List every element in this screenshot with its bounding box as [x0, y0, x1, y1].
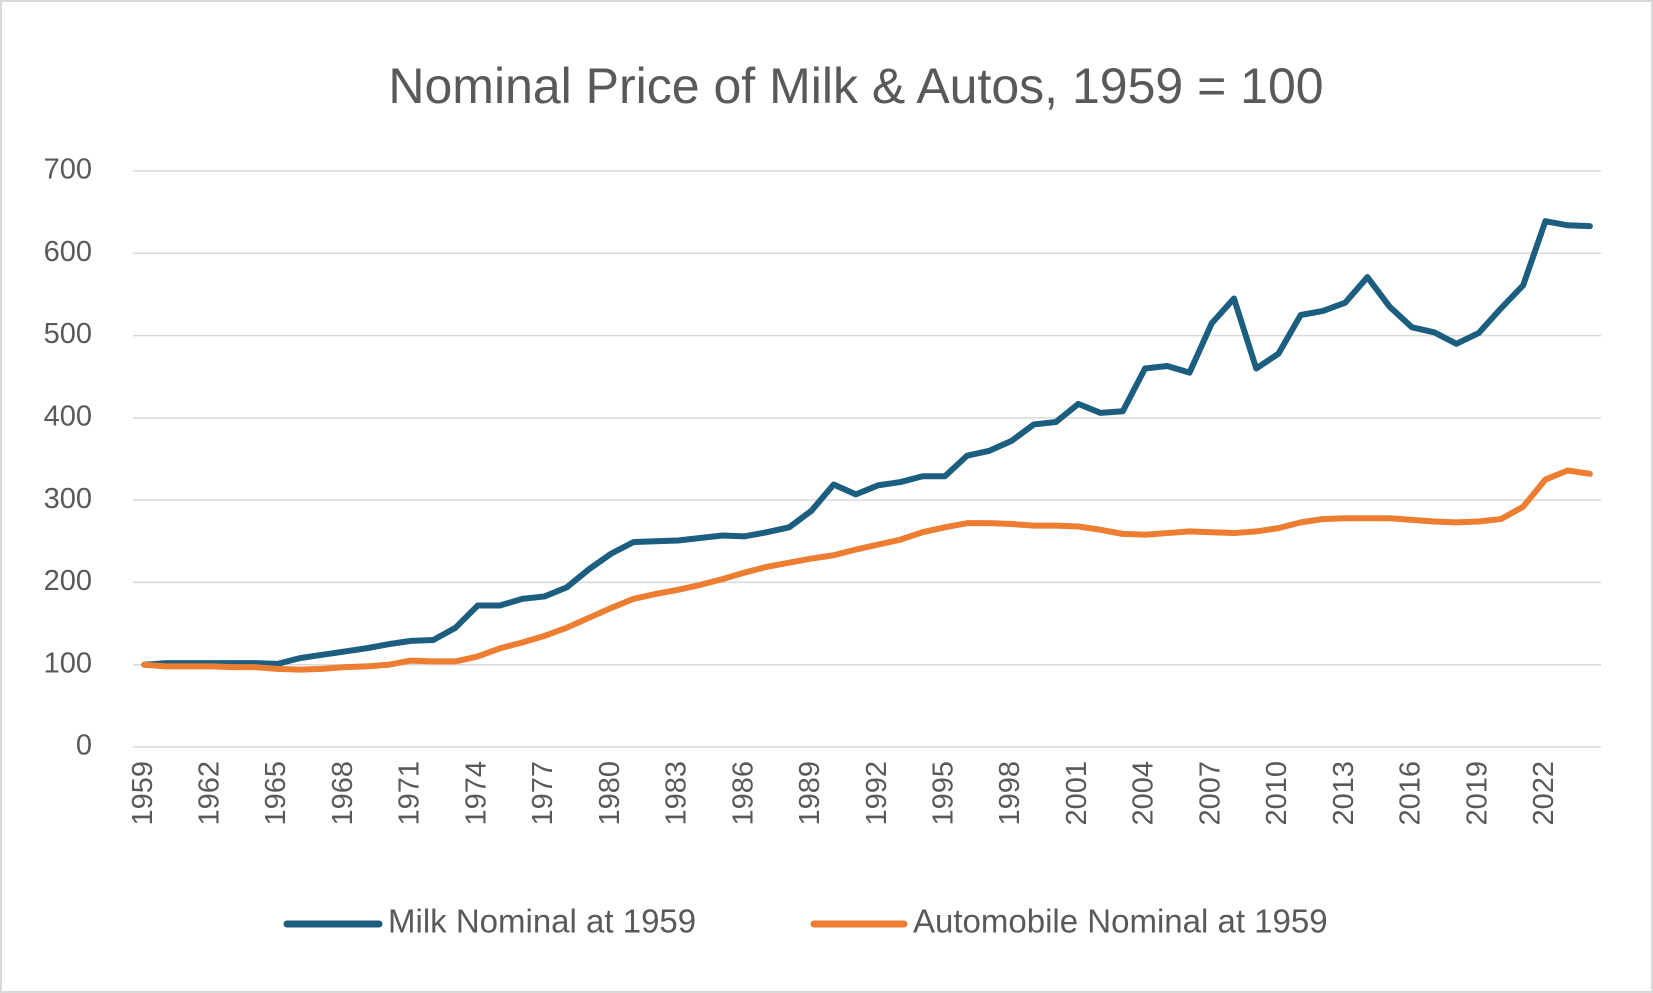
x-tick-label: 1974	[460, 761, 492, 826]
x-tick-label: 2007	[1194, 761, 1226, 826]
x-tick-label: 2022	[1528, 761, 1560, 826]
x-tick-label: 1971	[394, 761, 426, 826]
x-tick-label: 1962	[194, 761, 226, 826]
x-tick-label: 2010	[1261, 761, 1293, 826]
x-tick-label: 1998	[994, 761, 1026, 826]
x-tick-label: 1992	[861, 761, 893, 826]
y-tick-label: 0	[76, 730, 92, 762]
x-tick-label: 1959	[127, 761, 159, 826]
x-tick-label: 1977	[527, 761, 559, 826]
y-tick-label: 400	[44, 401, 92, 433]
x-tick-label: 1983	[661, 761, 693, 826]
y-tick-label: 300	[44, 483, 92, 515]
series-line	[141, 218, 1593, 668]
chart-title: Nominal Price of Milk & Autos, 1959 = 10…	[388, 58, 1323, 114]
y-tick-label: 100	[44, 647, 92, 679]
x-tick-label: 2019	[1461, 761, 1493, 826]
y-tick-label: 200	[44, 565, 92, 597]
x-tick-label: 2004	[1128, 761, 1160, 826]
y-tick-label: 600	[44, 236, 92, 268]
y-tick-label: 500	[44, 318, 92, 350]
series-line	[141, 467, 1593, 673]
x-tick-label: 2016	[1395, 761, 1427, 826]
x-tick-label: 2001	[1061, 761, 1093, 826]
x-tick-label: 1968	[327, 761, 359, 826]
legend-label: Automobile Nominal at 1959	[913, 903, 1328, 940]
legend-label: Milk Nominal at 1959	[388, 903, 696, 940]
x-tick-label: 1989	[794, 761, 826, 826]
y-tick-label: 700	[44, 154, 92, 186]
x-tick-label: 2013	[1328, 761, 1360, 826]
x-tick-label: 1980	[594, 761, 626, 826]
x-tick-label: 1965	[260, 761, 292, 826]
x-tick-label: 1995	[928, 761, 960, 826]
x-tick-label: 1986	[727, 761, 759, 826]
